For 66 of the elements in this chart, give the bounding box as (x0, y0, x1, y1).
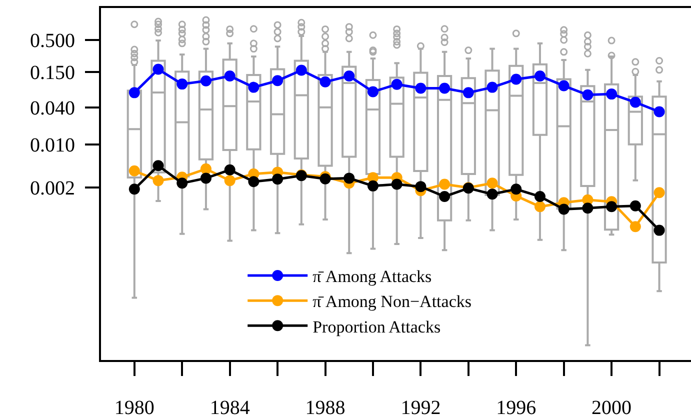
point (152, 175, 164, 186)
point (582, 89, 594, 100)
y-tick-label: 0.010 (30, 134, 75, 156)
point (439, 178, 450, 190)
point (415, 181, 426, 192)
legend-label: π̄ Among Attacks (312, 267, 432, 286)
point (224, 164, 236, 176)
y-tick-label: 0.150 (30, 62, 75, 84)
y-tick-label: 0.002 (30, 177, 75, 200)
x-tick-label: 1992 (400, 397, 441, 419)
x-tick-label: 1984 (210, 397, 250, 419)
legend-label: Proportion Attacks (312, 317, 441, 336)
point (200, 163, 212, 174)
point (128, 165, 140, 176)
point (630, 200, 641, 212)
point (344, 172, 355, 184)
legend-label: π̄ Among Non−Attacks (312, 292, 472, 312)
point (391, 78, 402, 90)
point (510, 184, 522, 195)
point (439, 82, 450, 94)
point (606, 201, 618, 212)
point (534, 201, 546, 212)
x-tick-label: 2000 (592, 397, 632, 419)
point (439, 191, 450, 202)
point (391, 178, 402, 190)
x-tick-label: 1988 (305, 397, 346, 419)
point (462, 87, 474, 98)
point (367, 86, 378, 98)
point (654, 187, 665, 198)
point (272, 75, 284, 86)
point (630, 221, 641, 232)
point (582, 202, 594, 214)
point (486, 82, 498, 93)
point (224, 70, 236, 82)
point (534, 191, 546, 202)
point (176, 78, 188, 90)
point (486, 178, 498, 189)
point (654, 224, 665, 236)
point (200, 172, 212, 184)
point (534, 70, 546, 82)
y-tick-label: 0.500 (30, 30, 75, 52)
point (200, 75, 212, 86)
point (128, 87, 140, 98)
point (128, 184, 140, 195)
point (152, 160, 164, 172)
point (272, 174, 284, 185)
x-tick-label: 1980 (114, 397, 154, 419)
point (510, 74, 522, 85)
y-tick-label: 0.040 (30, 97, 75, 120)
point (248, 176, 260, 188)
x-tick-label: 1996 (496, 397, 536, 419)
point (296, 64, 307, 76)
point (176, 178, 188, 189)
point (152, 64, 164, 75)
point (558, 204, 570, 215)
point (415, 82, 426, 94)
point (558, 80, 570, 92)
point (344, 70, 355, 82)
point (367, 180, 378, 192)
point (224, 175, 236, 186)
point (654, 106, 665, 118)
point (630, 96, 641, 108)
point (248, 82, 260, 93)
point (606, 88, 618, 100)
point (320, 76, 331, 88)
point (486, 188, 498, 200)
